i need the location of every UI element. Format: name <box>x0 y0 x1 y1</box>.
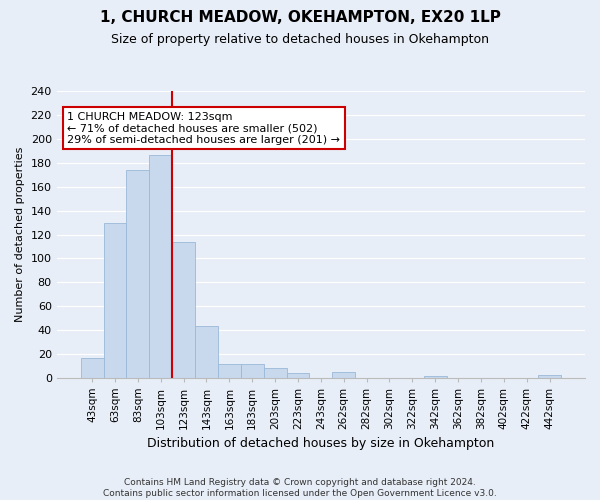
Bar <box>195 326 218 378</box>
Bar <box>332 372 355 378</box>
Y-axis label: Number of detached properties: Number of detached properties <box>15 147 25 322</box>
Bar <box>80 358 104 378</box>
Bar <box>172 242 195 378</box>
X-axis label: Distribution of detached houses by size in Okehampton: Distribution of detached houses by size … <box>147 437 494 450</box>
Bar <box>538 375 561 378</box>
Text: 1 CHURCH MEADOW: 123sqm
← 71% of detached houses are smaller (502)
29% of semi-d: 1 CHURCH MEADOW: 123sqm ← 71% of detache… <box>67 112 340 144</box>
Bar <box>241 364 263 378</box>
Text: 1, CHURCH MEADOW, OKEHAMPTON, EX20 1LP: 1, CHURCH MEADOW, OKEHAMPTON, EX20 1LP <box>100 10 500 25</box>
Text: Size of property relative to detached houses in Okehampton: Size of property relative to detached ho… <box>111 32 489 46</box>
Bar <box>287 372 310 378</box>
Bar <box>149 154 172 378</box>
Bar <box>263 368 287 378</box>
Bar <box>424 376 446 378</box>
Text: Contains HM Land Registry data © Crown copyright and database right 2024.
Contai: Contains HM Land Registry data © Crown c… <box>103 478 497 498</box>
Bar <box>127 170 149 378</box>
Bar <box>104 222 127 378</box>
Bar <box>218 364 241 378</box>
